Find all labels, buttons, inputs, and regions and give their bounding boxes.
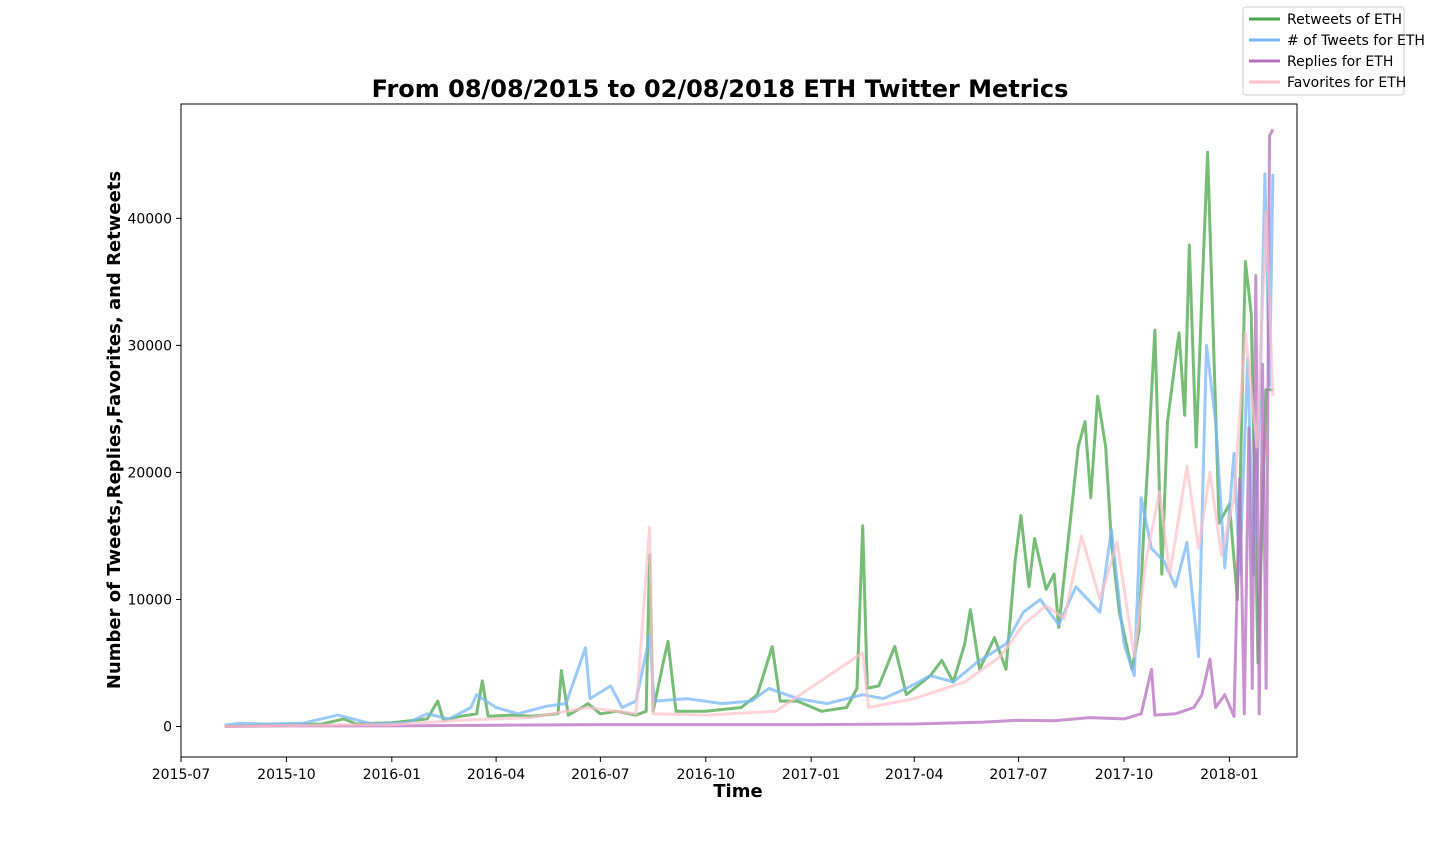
y-tick-label: 10000 <box>127 592 172 608</box>
x-tick-label: 2016-01 <box>363 767 422 783</box>
y-axis: 0 10000 20000 30000 40000 <box>127 211 181 736</box>
legend-label: Favorites for ETH <box>1287 75 1406 91</box>
plot-area <box>180 103 1298 758</box>
x-axis-label: Time <box>713 781 762 802</box>
x-tick-label: 2018-01 <box>1200 767 1259 783</box>
legend-box <box>1242 6 1405 96</box>
y-tick-label: 0 <box>163 720 172 736</box>
series-line-1 <box>224 150 1273 728</box>
series-line-2 <box>224 172 1275 727</box>
y-tick-label: 20000 <box>127 465 172 481</box>
x-tick-label: 2017-07 <box>989 767 1048 783</box>
x-tick-label: 2015-07 <box>152 767 211 783</box>
series-line-4 <box>224 210 1275 728</box>
y-tick-label: 40000 <box>127 211 172 227</box>
x-tick-label: 2017-10 <box>1095 767 1154 783</box>
chart-title: From 08/08/2015 to 02/08/2018 ETH Twitte… <box>372 75 1069 103</box>
series-line-3 <box>224 128 1275 728</box>
x-tick-label: 2015-10 <box>257 767 316 783</box>
x-tick-label: 2017-01 <box>782 767 841 783</box>
legend-label: Retweets of ETH <box>1287 12 1402 28</box>
legend: Retweets of ETH # of Tweets for ETH Replie… <box>1242 6 1425 96</box>
x-tick-label: 2017-04 <box>885 767 944 783</box>
y-axis-label: Number of Tweets,Replies,Favorites, and … <box>104 171 125 689</box>
legend-label: Replies for ETH <box>1287 54 1393 70</box>
plot-frame <box>180 103 1298 758</box>
x-tick-label: 2016-10 <box>677 767 736 783</box>
x-tick-label: 2016-07 <box>571 767 630 783</box>
x-axis: 2015-07 2015-10 2016-01 2016-04 2016-07 2016-… <box>152 757 1259 783</box>
legend-label: # of Tweets for ETH <box>1287 33 1425 49</box>
x-tick-label: 2016-04 <box>467 767 526 783</box>
y-tick-label: 30000 <box>127 338 172 354</box>
